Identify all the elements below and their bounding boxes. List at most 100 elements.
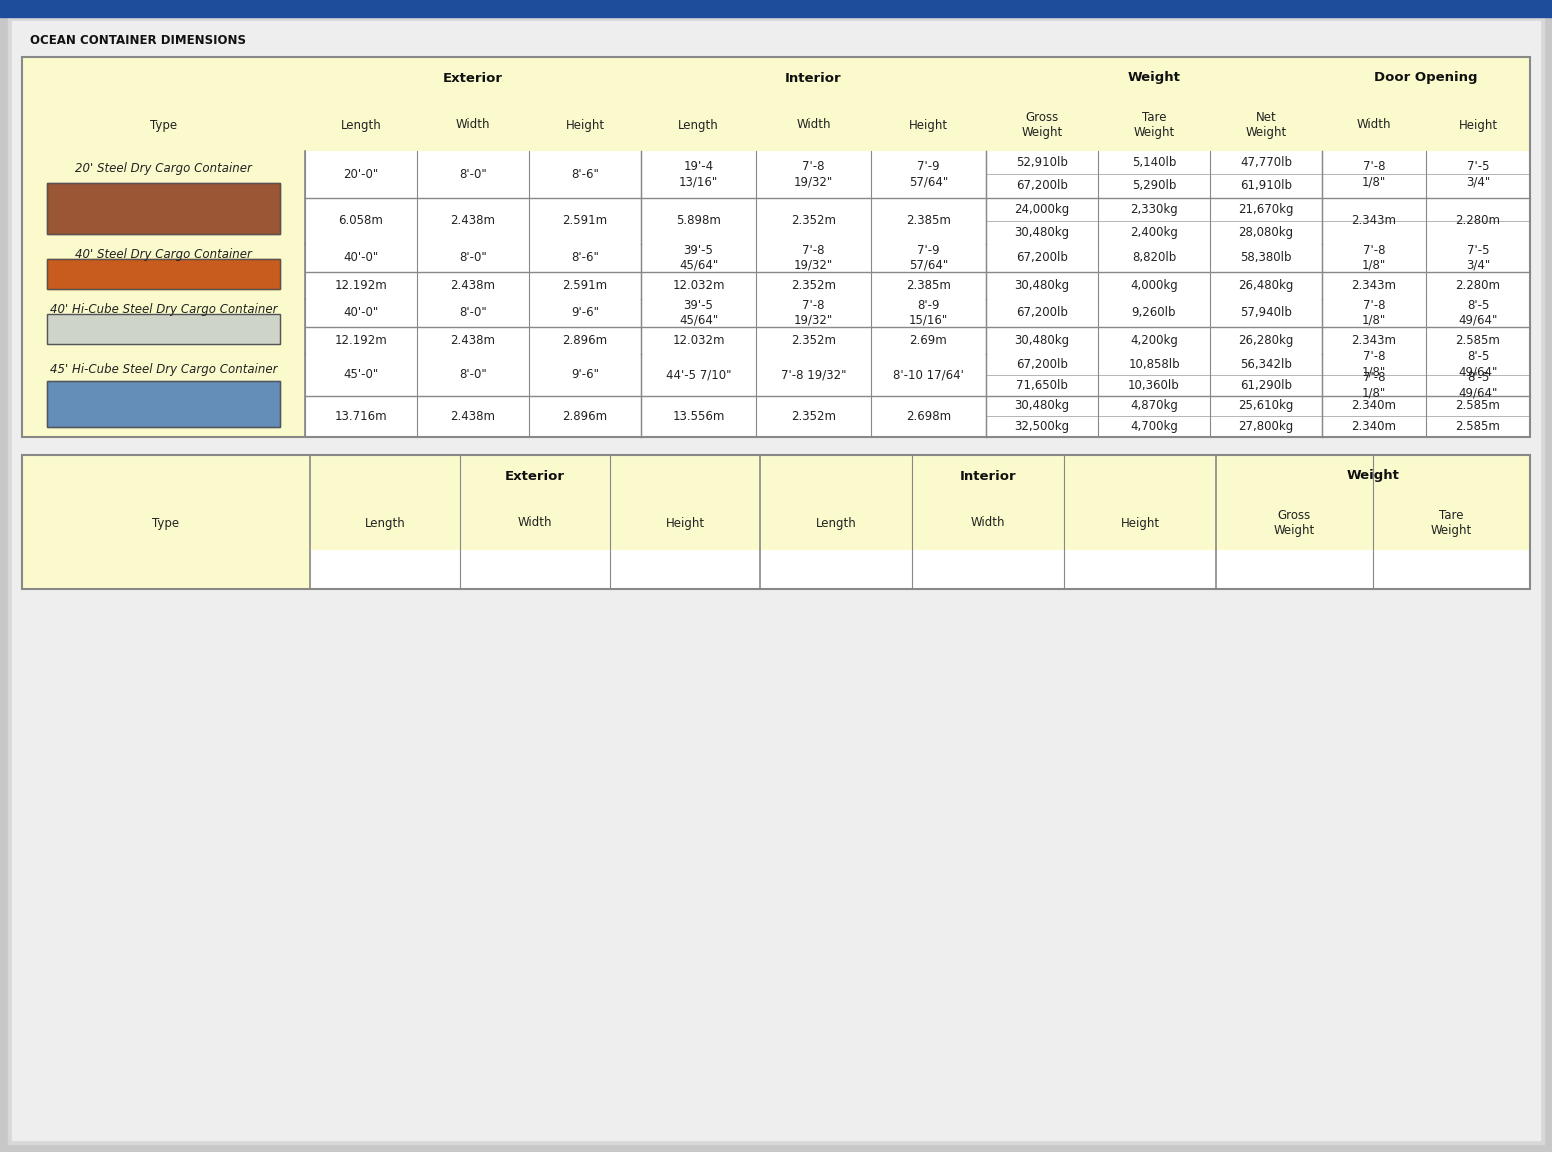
- Bar: [1211, 197, 1322, 221]
- Bar: [417, 272, 529, 300]
- Text: 7'-9
57/64": 7'-9 57/64": [909, 244, 948, 272]
- Text: 12.032m: 12.032m: [672, 279, 725, 291]
- Text: 4,000kg: 4,000kg: [1130, 279, 1178, 291]
- Bar: [1217, 497, 1374, 550]
- Bar: [417, 300, 529, 326]
- Bar: [1322, 99, 1426, 151]
- Text: Height: Height: [1121, 516, 1159, 530]
- Text: 2.385m: 2.385m: [906, 279, 951, 291]
- Text: 7'-8 19/32": 7'-8 19/32": [781, 369, 846, 381]
- Text: Gross
Weight: Gross Weight: [1021, 111, 1063, 139]
- Bar: [1211, 354, 1322, 374]
- Text: 7'-8
1/8": 7'-8 1/8": [1361, 371, 1386, 399]
- Text: Exterior: Exterior: [504, 470, 565, 483]
- Bar: [1097, 221, 1211, 244]
- Bar: [1426, 300, 1530, 326]
- Text: 12.032m: 12.032m: [672, 334, 725, 347]
- Bar: [1374, 497, 1530, 550]
- Bar: [47, 381, 279, 427]
- Text: Gross
Weight: Gross Weight: [1274, 509, 1315, 537]
- Bar: [1211, 244, 1322, 272]
- Text: Width: Width: [796, 119, 830, 131]
- Bar: [986, 300, 1097, 326]
- Text: 2.340m: 2.340m: [1352, 400, 1397, 412]
- Bar: [47, 259, 279, 289]
- Bar: [1426, 416, 1530, 437]
- Text: 56,342lb: 56,342lb: [1240, 358, 1291, 371]
- Bar: [306, 244, 417, 272]
- Bar: [1211, 151, 1322, 174]
- Text: 28,080kg: 28,080kg: [1238, 226, 1293, 238]
- Bar: [1322, 56, 1530, 99]
- Text: 2.352m: 2.352m: [792, 334, 837, 347]
- Bar: [986, 174, 1097, 197]
- Text: 44'-5 7/10": 44'-5 7/10": [666, 369, 731, 381]
- Text: 26,280kg: 26,280kg: [1238, 334, 1294, 347]
- Bar: [986, 56, 1322, 99]
- Text: 30,480kg: 30,480kg: [1015, 334, 1069, 347]
- Text: 2.438m: 2.438m: [450, 214, 495, 227]
- Bar: [22, 151, 306, 244]
- Bar: [306, 326, 417, 354]
- Text: Exterior: Exterior: [442, 71, 503, 84]
- Bar: [641, 197, 756, 244]
- Bar: [529, 300, 641, 326]
- Bar: [1426, 197, 1530, 244]
- Text: 52,910lb: 52,910lb: [1017, 157, 1068, 169]
- Bar: [1097, 197, 1211, 221]
- Bar: [417, 395, 529, 437]
- Bar: [306, 395, 417, 437]
- Text: 7'-8
19/32": 7'-8 19/32": [795, 298, 833, 327]
- Bar: [641, 99, 756, 151]
- Bar: [47, 313, 279, 344]
- Bar: [47, 259, 279, 289]
- Bar: [1211, 174, 1322, 197]
- Text: 8'-0": 8'-0": [459, 168, 487, 181]
- Text: 30,480kg: 30,480kg: [1015, 400, 1069, 412]
- Bar: [529, 326, 641, 354]
- Bar: [22, 244, 1530, 300]
- Text: 13.716m: 13.716m: [335, 410, 388, 423]
- Text: 40'-0": 40'-0": [343, 306, 379, 319]
- Text: 2.343m: 2.343m: [1352, 214, 1397, 227]
- Bar: [1211, 272, 1322, 300]
- Bar: [22, 56, 306, 99]
- Text: 5,290lb: 5,290lb: [1131, 180, 1176, 192]
- Text: 39'-5
45/64": 39'-5 45/64": [678, 244, 719, 272]
- Bar: [22, 550, 1530, 589]
- Text: 2.352m: 2.352m: [792, 214, 837, 227]
- Bar: [1426, 244, 1530, 272]
- Bar: [306, 300, 417, 326]
- Bar: [986, 197, 1097, 221]
- Text: 9'-6": 9'-6": [571, 306, 599, 319]
- Text: 61,910lb: 61,910lb: [1240, 180, 1291, 192]
- Bar: [986, 244, 1097, 272]
- Bar: [22, 56, 1530, 437]
- Text: 19'-4
13/16": 19'-4 13/16": [678, 160, 719, 188]
- Text: 67,200lb: 67,200lb: [1017, 358, 1068, 371]
- Bar: [529, 354, 641, 395]
- Text: 8'-6": 8'-6": [571, 168, 599, 181]
- Bar: [641, 354, 756, 395]
- Bar: [986, 326, 1097, 354]
- Text: 4,870kg: 4,870kg: [1130, 400, 1178, 412]
- Bar: [986, 374, 1097, 395]
- Bar: [22, 244, 306, 300]
- Bar: [986, 221, 1097, 244]
- Bar: [1097, 272, 1211, 300]
- Bar: [306, 56, 641, 99]
- Bar: [22, 455, 1530, 589]
- Text: 8'-0": 8'-0": [459, 251, 487, 264]
- Text: 2.585m: 2.585m: [1456, 334, 1501, 347]
- Bar: [306, 354, 417, 395]
- Bar: [1211, 300, 1322, 326]
- Bar: [986, 151, 1097, 174]
- Text: 27,800kg: 27,800kg: [1238, 420, 1294, 433]
- Text: 45' Hi-Cube Steel Dry Cargo Container: 45' Hi-Cube Steel Dry Cargo Container: [50, 363, 278, 377]
- Text: 8'-5
49/64": 8'-5 49/64": [1459, 371, 1498, 399]
- Text: 10,360lb: 10,360lb: [1128, 379, 1180, 392]
- Text: 7'-9
57/64": 7'-9 57/64": [909, 160, 948, 188]
- Bar: [1322, 354, 1426, 374]
- Text: Interior: Interior: [785, 71, 841, 84]
- Bar: [1426, 326, 1530, 354]
